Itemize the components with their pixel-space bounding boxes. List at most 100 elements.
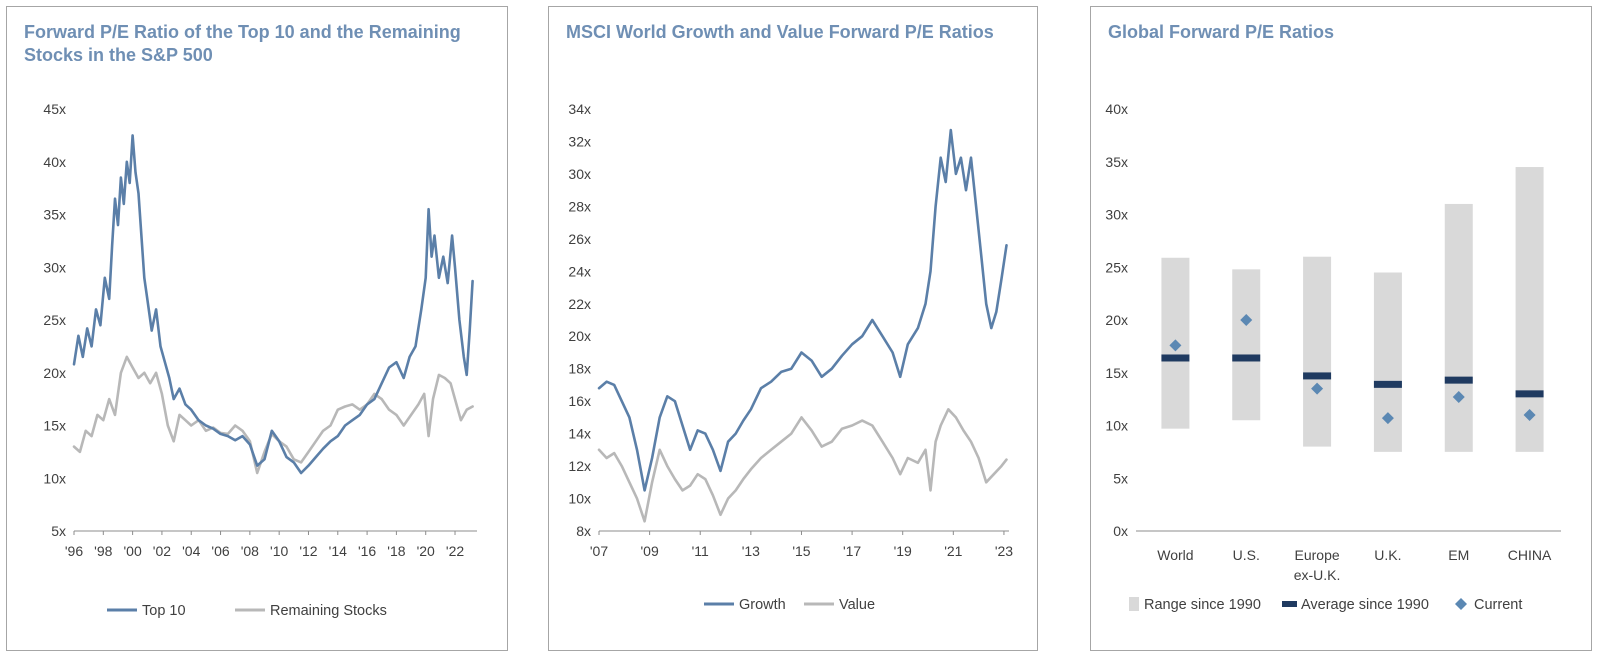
y-tick-label: 28x [568, 198, 591, 214]
x-tick-label: '18 [387, 543, 405, 559]
y-tick-label: 30x [568, 166, 591, 182]
legend-label: Current [1474, 597, 1522, 613]
secondary-series-line [597, 408, 1008, 523]
legend-label: Growth [739, 597, 786, 613]
range-bar [1232, 269, 1261, 421]
y-tick-label: 8x [576, 523, 591, 539]
y-tick-label: 12x [568, 458, 591, 474]
growth-value-line-chart: 8x 10x 12x 14x 16x 18x 20x 22x 24x 26x 28x 30x 32x 34… [568, 101, 1013, 613]
legend-label: Remaining Stocks [270, 603, 387, 619]
x-tick-label: '04 [182, 543, 200, 559]
x-tick-label: '10 [270, 543, 288, 559]
y-tick-label: 34x [568, 101, 591, 117]
legend-swatch [1282, 601, 1297, 607]
range-bar [1444, 203, 1473, 452]
category-label: ex-U.K. [1294, 567, 1341, 583]
category-label: World [1157, 547, 1193, 563]
current-marker [1523, 408, 1536, 421]
y-tick-label: 20x [43, 365, 66, 381]
y-tick-label: 32x [568, 133, 591, 149]
y-tick-label: 5x [51, 523, 66, 539]
x-tick-label: '09 [640, 543, 658, 559]
average-marker [1303, 372, 1332, 380]
category-label: U.K. [1374, 547, 1401, 563]
y-tick-label: 18x [568, 361, 591, 377]
primary-series-line [72, 134, 474, 475]
chart-title: Forward P/E Ratio of the Top 10 and the … [24, 22, 461, 65]
x-tick-label: '21 [944, 543, 962, 559]
average-marker [1161, 354, 1190, 362]
y-tick-label: 35x [43, 207, 66, 223]
x-tick-label: '17 [843, 543, 861, 559]
global-pe-panel: Global Forward P/E Ratios 0x 5x 10x 15x 20x 2… [1090, 6, 1592, 651]
y-tick-label: 14x [568, 426, 591, 442]
x-tick-label: '14 [329, 543, 347, 559]
secondary-series-line [72, 355, 474, 475]
global-pe-range-chart: 0x 5x 10x 15x 20x 25x 30x 35x 40x World U.S. Europe… [1105, 101, 1561, 613]
x-tick-label: '23 [995, 543, 1013, 559]
y-tick-label: 45x [43, 101, 66, 117]
y-tick-label: 20x [1105, 312, 1128, 328]
average-marker [1444, 376, 1473, 384]
legend-label: Average since 1990 [1301, 597, 1429, 613]
y-tick-label: 25x [43, 312, 66, 328]
x-tick-label: '20 [417, 543, 435, 559]
x-tick-label: '00 [123, 543, 141, 559]
average-marker [1373, 380, 1402, 388]
legend-label: Range since 1990 [1144, 597, 1261, 613]
x-tick-label: '13 [742, 543, 760, 559]
y-tick-label: 35x [1105, 154, 1128, 170]
x-tick-label: '11 [692, 543, 709, 559]
y-tick-label: 16x [568, 393, 591, 409]
y-tick-label: 15x [43, 418, 66, 434]
primary-series-line [597, 128, 1008, 492]
range-bar [1303, 256, 1332, 447]
current-marker [1240, 314, 1253, 326]
x-tick-label: '12 [299, 543, 317, 559]
x-tick-label: '19 [894, 543, 912, 559]
x-tick-label: '16 [358, 543, 376, 559]
y-tick-label: 40x [43, 154, 66, 170]
x-tick-label: '07 [590, 543, 608, 559]
category-label: Europe [1295, 547, 1340, 563]
average-marker [1232, 354, 1261, 362]
y-tick-label: 40x [1105, 101, 1128, 117]
top10-pe-line-chart: 5x 10x 15x 20x 25x 30x 35x 40x 45x '96 '98 '00 '02 '0… [43, 101, 477, 619]
legend-swatch [1129, 597, 1139, 611]
current-marker [1311, 382, 1324, 395]
y-tick-label: 0x [1113, 523, 1128, 539]
y-tick-label: 30x [43, 259, 66, 275]
category-label: CHINA [1508, 547, 1552, 563]
y-tick-label: 10x [1105, 418, 1128, 434]
current-marker [1452, 391, 1465, 404]
y-tick-label: 22x [568, 296, 591, 312]
category-label: U.S. [1233, 547, 1260, 563]
average-marker [1515, 390, 1544, 398]
x-tick-label: '98 [94, 543, 112, 559]
top10-pe-panel: Forward P/E Ratio of the Top 10 and the … [6, 6, 508, 651]
y-tick-label: 10x [43, 470, 66, 486]
x-tick-label: '02 [153, 543, 171, 559]
msci-growth-value-panel: MSCI World Growth and Value Forward P/E … [548, 6, 1038, 651]
x-tick-label: '96 [65, 543, 83, 559]
category-label: EM [1448, 547, 1469, 563]
chart-title: Global Forward P/E Ratios [1108, 22, 1335, 42]
range-bar [1373, 272, 1402, 452]
range-bar [1515, 167, 1544, 452]
legend-swatch [1455, 598, 1467, 610]
chart-title: MSCI World Growth and Value Forward P/E … [566, 22, 994, 42]
y-tick-label: 24x [568, 263, 591, 279]
y-tick-label: 25x [1105, 259, 1128, 275]
x-tick-label: '22 [446, 543, 464, 559]
x-tick-label: '15 [792, 543, 810, 559]
legend-label: Value [839, 597, 875, 613]
y-tick-label: 15x [1105, 365, 1128, 381]
x-tick-label: '08 [241, 543, 259, 559]
y-tick-label: 20x [568, 328, 591, 344]
current-marker [1381, 412, 1394, 425]
y-tick-label: 26x [568, 231, 591, 247]
current-marker [1169, 339, 1182, 352]
x-tick-label: '06 [211, 543, 229, 559]
y-tick-label: 5x [1113, 470, 1128, 486]
legend-label: Top 10 [142, 603, 186, 619]
